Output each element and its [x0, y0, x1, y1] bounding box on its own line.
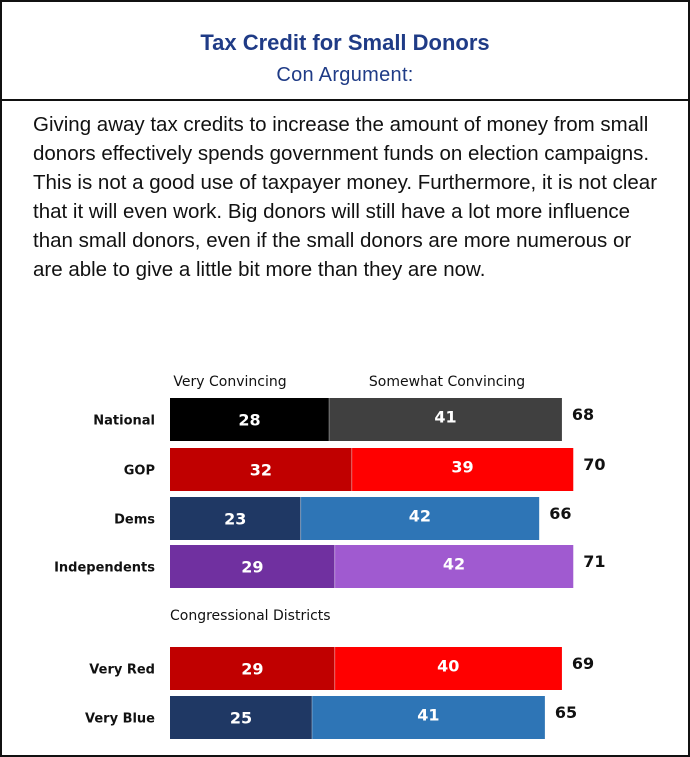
bar-somewhat-convincing-dems — [300, 497, 540, 540]
data-label-somewhat-convincing-gop: 39 — [451, 458, 473, 477]
bar-somewhat-convincing-very-blue — [312, 696, 545, 739]
header-divider — [2, 99, 688, 101]
bar-somewhat-convincing-independents — [334, 545, 574, 588]
data-label-somewhat-convincing-dems: 42 — [409, 507, 431, 526]
data-label-somewhat-convincing-independents: 42 — [443, 555, 465, 574]
total-label-gop: 70 — [583, 455, 605, 474]
total-label-national: 68 — [572, 405, 594, 424]
data-label-very-convincing-very-blue: 25 — [230, 709, 252, 728]
bar-very-convincing-very-red — [170, 647, 335, 690]
legend-somewhat-convincing: Somewhat Convincing — [369, 374, 525, 390]
argument-text: Giving away tax credits to increase the … — [33, 113, 658, 281]
bar-somewhat-convincing-very-red — [334, 647, 562, 690]
category-label-very-blue: Very Blue — [85, 712, 155, 727]
category-label-national: National — [93, 414, 155, 429]
bar-somewhat-convincing-gop — [351, 448, 574, 491]
chart-subtitle: Con Argument: — [276, 64, 414, 86]
data-label-very-convincing-national: 28 — [238, 411, 260, 430]
bar-very-convincing-national — [170, 398, 330, 441]
bar-very-convincing-very-blue — [170, 696, 312, 739]
category-label-gop: GOP — [124, 464, 155, 479]
legend-very-convincing: Very Convincing — [173, 374, 286, 390]
bar-somewhat-convincing-national — [329, 398, 562, 441]
category-label-very-red: Very Red — [89, 663, 155, 678]
total-label-dems: 66 — [549, 504, 571, 523]
data-label-somewhat-convincing-national: 41 — [434, 408, 456, 427]
total-label-very-red: 69 — [572, 654, 594, 673]
chart-title: Tax Credit for Small Donors — [200, 30, 490, 55]
category-label-independents: Independents — [54, 561, 155, 576]
data-label-somewhat-convincing-very-red: 40 — [437, 657, 459, 676]
section-label-congressional-districts: Congressional Districts — [170, 608, 331, 624]
data-label-somewhat-convincing-very-blue: 41 — [417, 706, 439, 725]
data-label-very-convincing-very-red: 29 — [241, 660, 263, 679]
data-label-very-convincing-dems: 23 — [224, 510, 246, 529]
bar-very-convincing-independents — [170, 545, 335, 588]
bar-very-convincing-dems — [170, 497, 301, 540]
bar-very-convincing-gop — [170, 448, 352, 491]
data-label-very-convincing-independents: 29 — [241, 558, 263, 577]
category-label-dems: Dems — [114, 513, 155, 528]
total-label-very-blue: 65 — [555, 703, 577, 722]
total-label-independents: 71 — [583, 552, 605, 571]
data-label-very-convincing-gop: 32 — [250, 461, 272, 480]
